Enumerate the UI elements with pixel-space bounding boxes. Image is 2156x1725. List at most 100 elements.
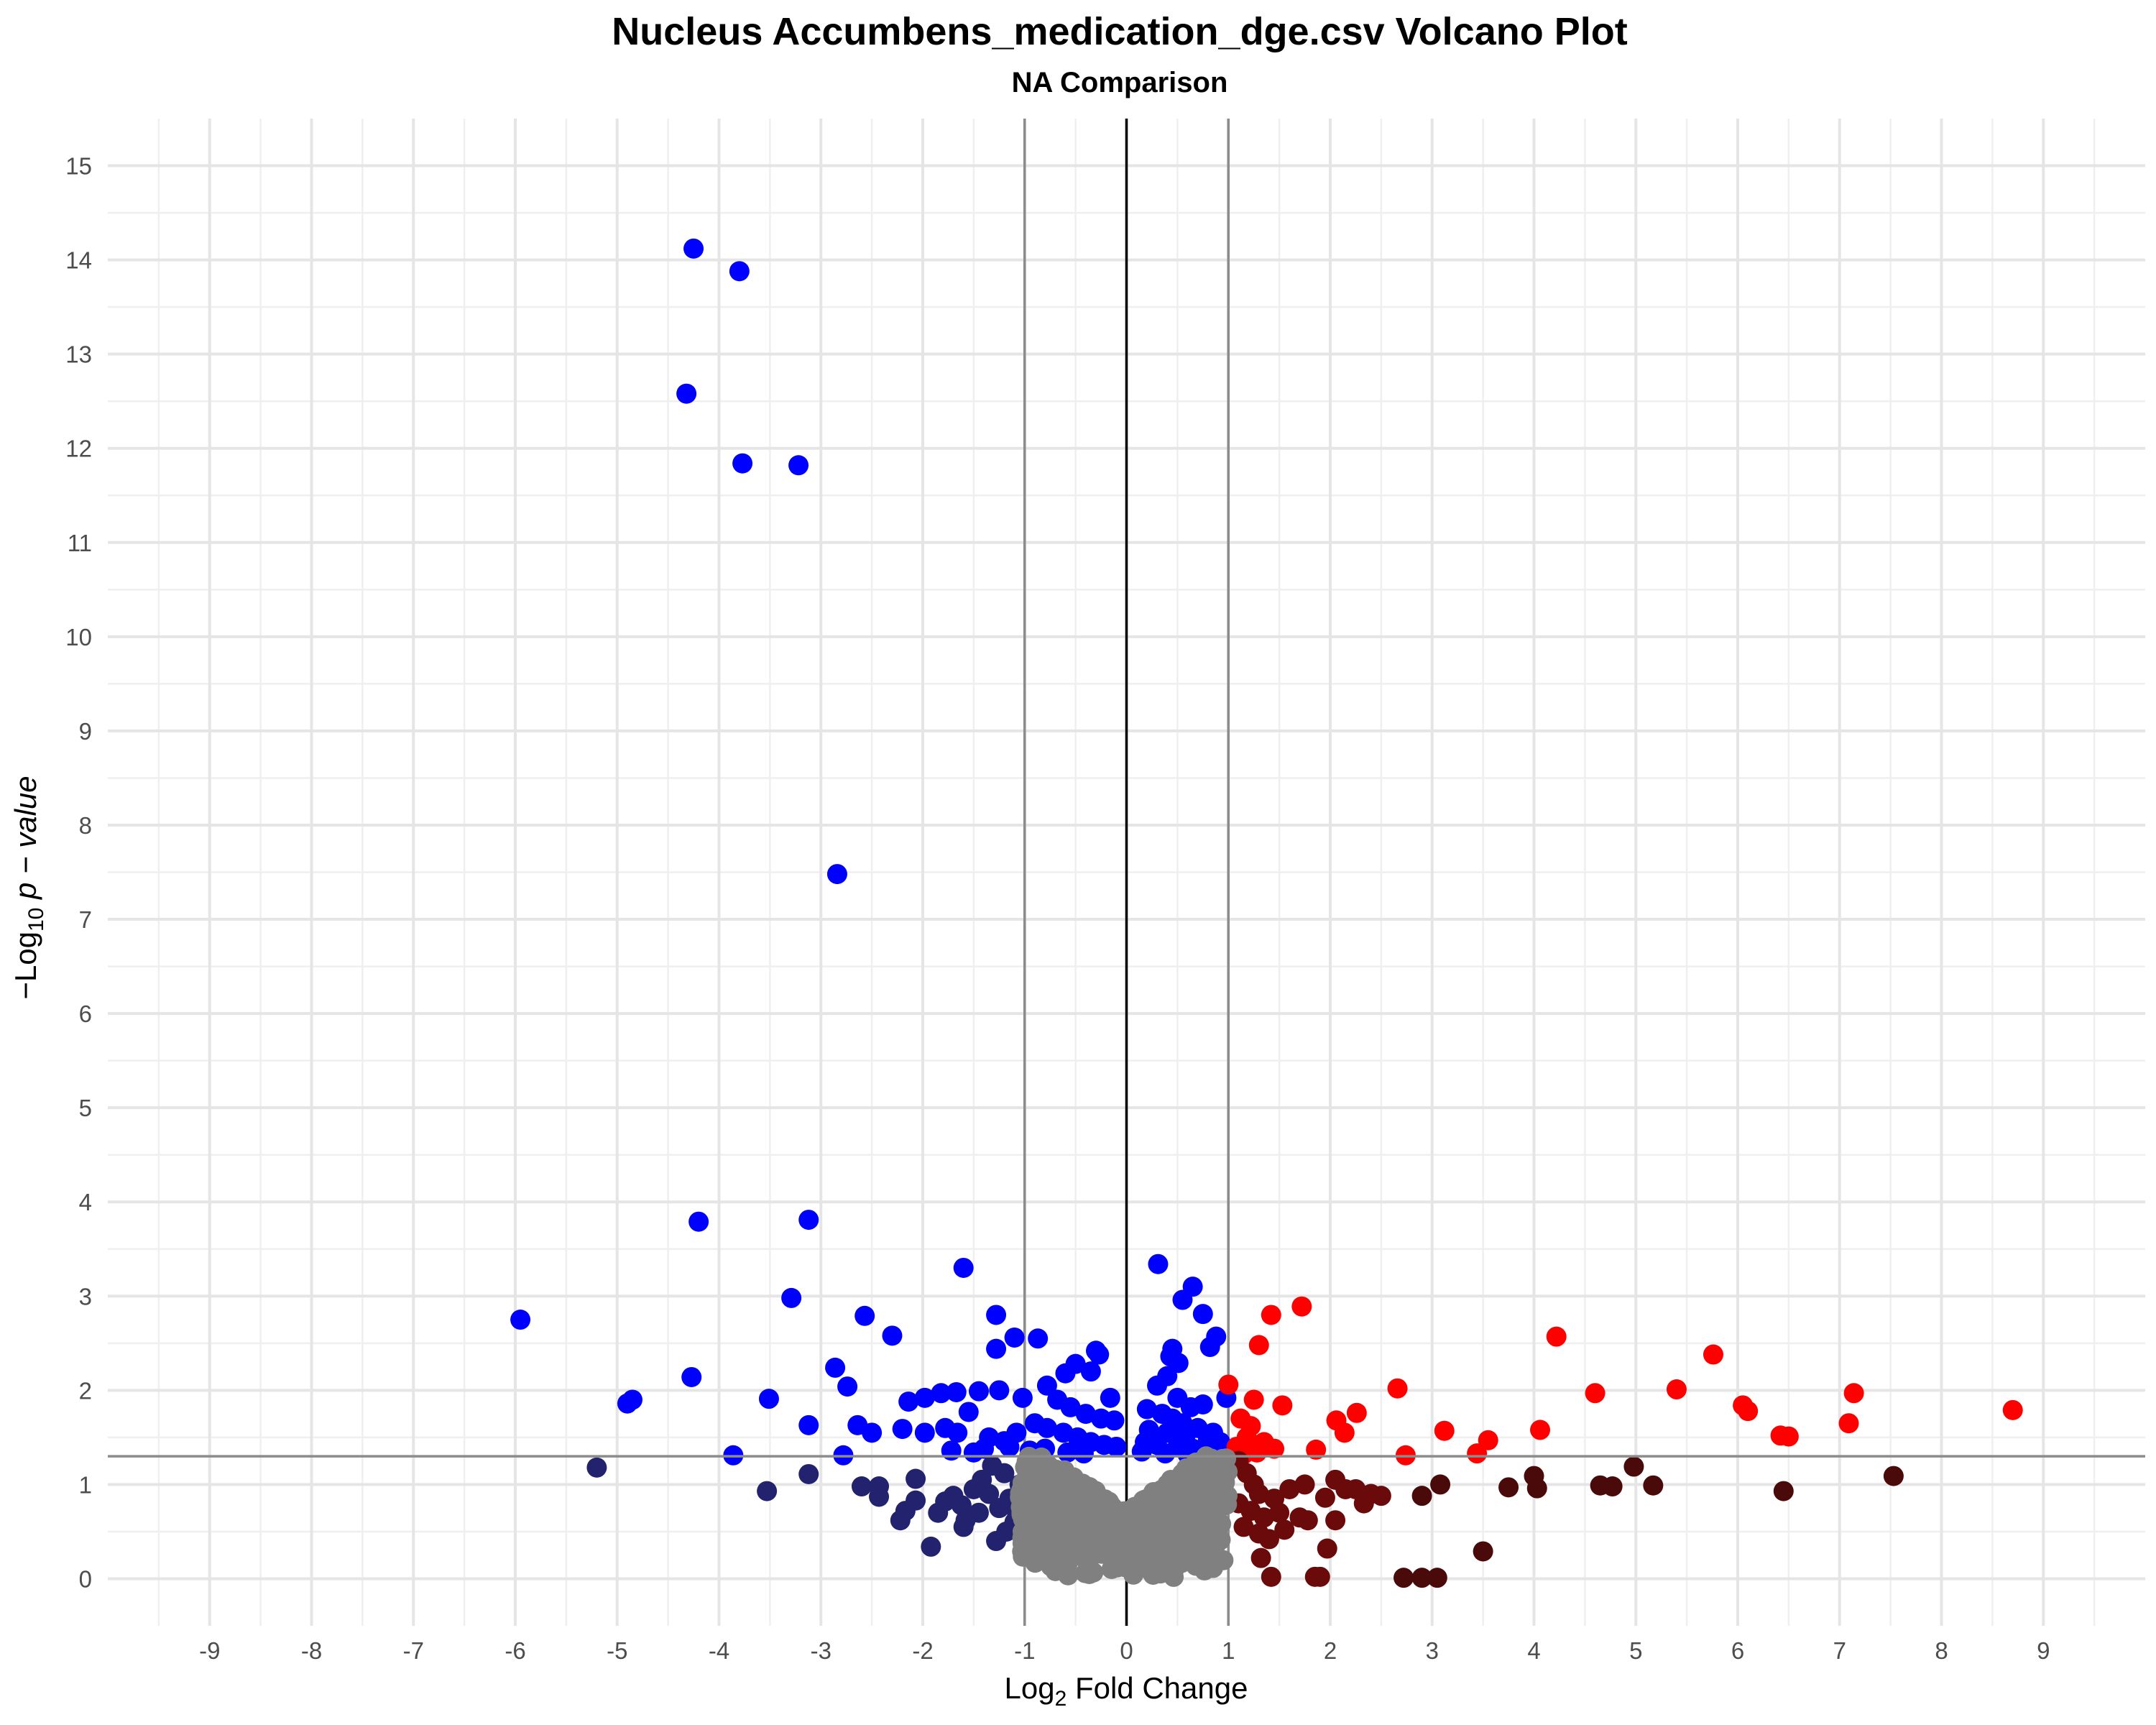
x-tick-label: -3 (811, 1637, 831, 1664)
data-point (1233, 1517, 1254, 1537)
data-point (1066, 1504, 1087, 1525)
y-tick-label: 5 (79, 1095, 92, 1121)
data-point (1104, 1410, 1125, 1431)
data-point (1184, 1518, 1204, 1539)
data-point (1703, 1344, 1723, 1365)
data-point (1243, 1389, 1264, 1410)
data-point (1294, 1474, 1315, 1495)
chart-title: Nucleus Accumbens_medication_dge.csv Vol… (612, 10, 1627, 53)
data-point (1738, 1401, 1759, 1422)
x-tick-label: -4 (709, 1637, 729, 1664)
data-point (683, 238, 704, 259)
data-point (1218, 1374, 1239, 1395)
data-point (1843, 1383, 1864, 1404)
x-tick-label: -1 (1014, 1637, 1035, 1664)
x-tick-label: -9 (199, 1637, 220, 1664)
data-point (1317, 1538, 1337, 1559)
data-point (1192, 1394, 1213, 1415)
x-tick-label: 0 (1120, 1637, 1133, 1664)
data-point (968, 1381, 989, 1402)
data-point (1309, 1566, 1330, 1587)
x-tick-label: 4 (1527, 1637, 1540, 1664)
data-point (1028, 1328, 1049, 1349)
data-point (1080, 1361, 1101, 1382)
data-point (1411, 1568, 1432, 1588)
x-tick-label: 3 (1426, 1637, 1439, 1664)
x-tick-label: 6 (1731, 1637, 1744, 1664)
data-point (1264, 1438, 1285, 1459)
data-point (1160, 1346, 1181, 1367)
data-point (1248, 1335, 1269, 1356)
data-point (1147, 1375, 1168, 1396)
data-point (1778, 1426, 1799, 1447)
data-point (1012, 1387, 1033, 1408)
data-point (986, 1338, 1007, 1359)
tick-labels: -9 -8 -7 -6 -5 -4 -3 -2 -1 0 1 2 3 4 5 6 7 8 9012345678910… (65, 153, 2050, 1664)
data-point (1074, 1532, 1095, 1553)
data-point (1883, 1466, 1904, 1486)
y-tick-label: 15 (65, 153, 92, 180)
data-point (586, 1457, 607, 1478)
data-point (1148, 1254, 1169, 1274)
y-tick-label: 2 (79, 1377, 92, 1404)
y-tick-label: 14 (65, 247, 92, 274)
x-tick-label: 9 (2037, 1637, 2050, 1664)
data-point (1773, 1481, 1794, 1501)
data-point (892, 1419, 913, 1440)
y-tick-label: 8 (79, 812, 92, 839)
y-tick-label: 4 (79, 1189, 92, 1215)
y-tick-label: 6 (79, 1000, 92, 1027)
data-point (688, 1211, 709, 1232)
data-point (1036, 1375, 1057, 1396)
data-point (1643, 1475, 1664, 1496)
data-point (1411, 1486, 1432, 1506)
x-tick-label: 2 (1324, 1637, 1337, 1664)
data-point (1203, 1511, 1224, 1532)
y-tick-label: 3 (79, 1283, 92, 1310)
data-point (1274, 1519, 1295, 1540)
data-point (1078, 1551, 1099, 1572)
data-point (1346, 1402, 1367, 1423)
data-point (1036, 1517, 1056, 1537)
data-point (1065, 1353, 1086, 1374)
data-point (1430, 1474, 1451, 1495)
data-point (1297, 1510, 1318, 1531)
data-points (510, 238, 2023, 1588)
data-point (1145, 1559, 1166, 1580)
data-point (1038, 1550, 1059, 1571)
data-point (958, 1402, 979, 1422)
data-point (729, 261, 750, 282)
data-point (1136, 1399, 1157, 1420)
x-tick-label: -6 (505, 1637, 525, 1664)
data-point (1155, 1443, 1176, 1464)
y-tick-label: 10 (65, 624, 92, 650)
data-point (837, 1376, 858, 1397)
data-point (906, 1468, 926, 1489)
x-axis-label: Log2 Fold Change (1005, 1671, 1248, 1711)
data-point (617, 1393, 637, 1414)
data-point (869, 1486, 890, 1507)
data-point (1110, 1527, 1130, 1548)
data-point (1203, 1538, 1224, 1559)
x-tick-label: 1 (1222, 1637, 1235, 1664)
data-point (1204, 1455, 1225, 1476)
data-point (757, 1481, 778, 1501)
data-point (851, 1476, 872, 1497)
data-point (758, 1389, 779, 1409)
data-point (854, 1305, 875, 1326)
data-point (989, 1380, 1010, 1401)
data-point (510, 1310, 531, 1330)
data-point (798, 1414, 819, 1435)
data-point (941, 1440, 962, 1461)
data-point (953, 1257, 974, 1278)
data-point (1057, 1442, 1078, 1463)
data-point (1198, 1483, 1219, 1504)
data-point (882, 1325, 903, 1346)
data-point (1146, 1518, 1167, 1539)
x-tick-label: 5 (1629, 1637, 1642, 1664)
x-tick-label: 8 (1935, 1637, 1948, 1664)
data-point (968, 1502, 989, 1523)
data-point (1250, 1547, 1271, 1568)
data-point (982, 1455, 1003, 1476)
data-point (953, 1517, 974, 1537)
